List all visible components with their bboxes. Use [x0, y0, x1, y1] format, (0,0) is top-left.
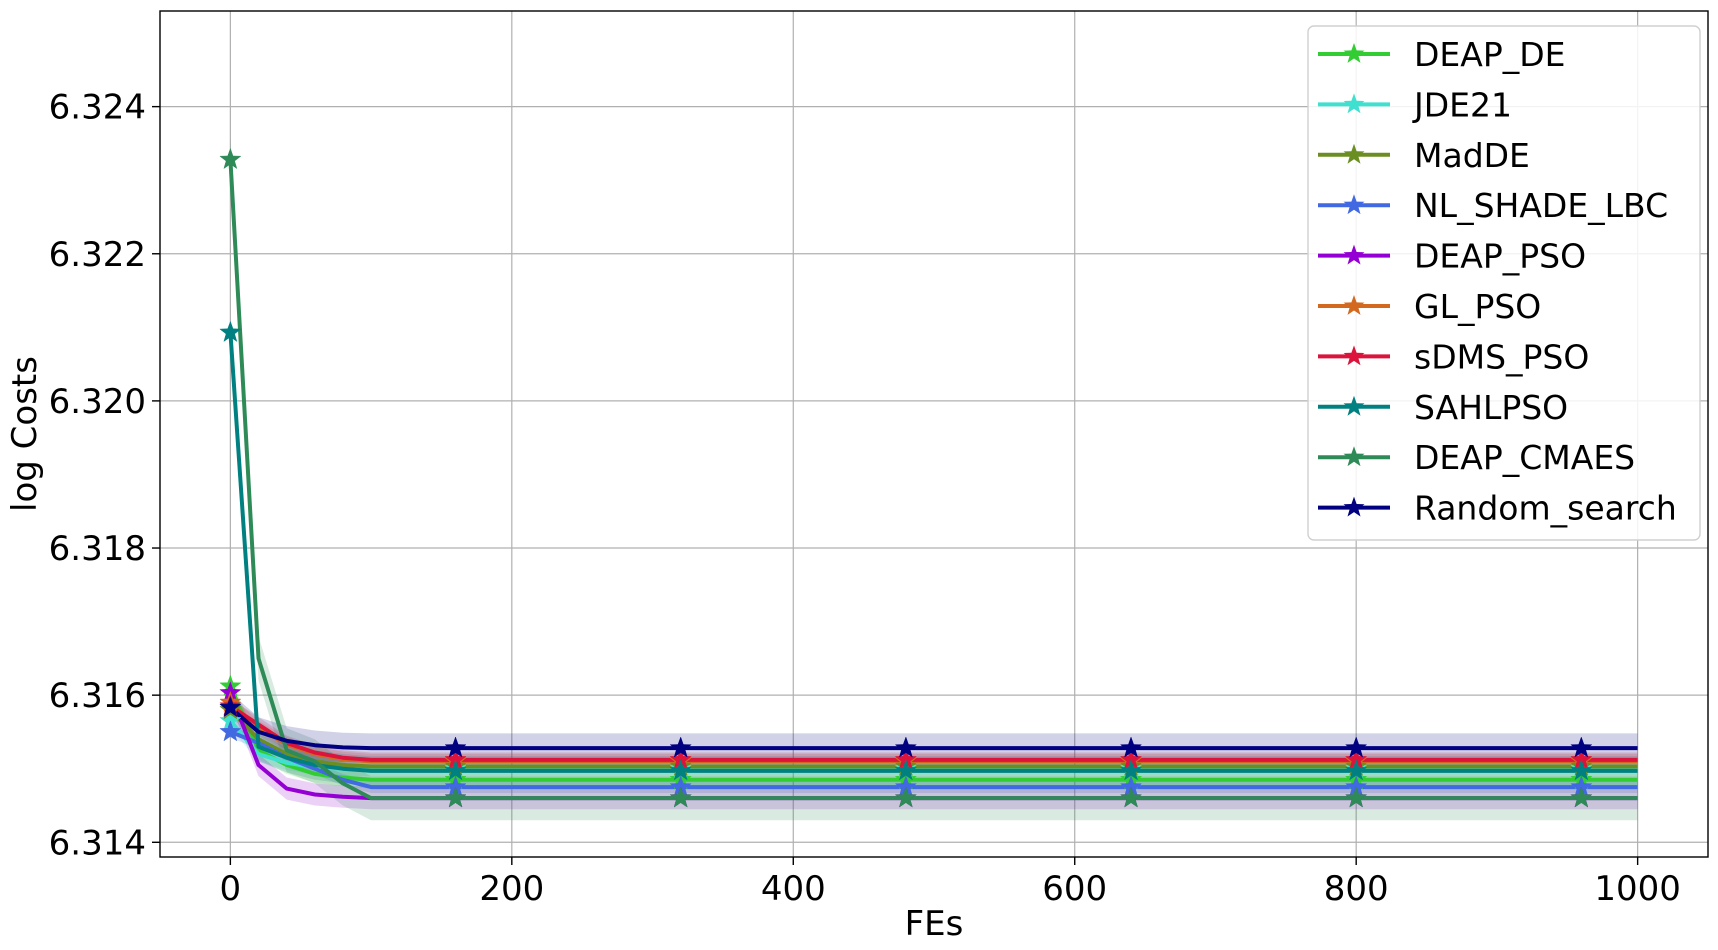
- series-marker: [894, 786, 918, 808]
- series-marker: [1344, 786, 1368, 808]
- legend-label: JDE21: [1412, 85, 1512, 124]
- legend-label: Random_search: [1414, 489, 1677, 528]
- series-marker: [444, 786, 467, 808]
- series-marker: [669, 736, 692, 758]
- x-axis-ticks: 0 200 400 600 800 1000: [220, 857, 1681, 909]
- series-marker: [219, 147, 242, 170]
- legend-marker: [1343, 143, 1365, 164]
- y-tick-label: 6.320: [49, 382, 146, 422]
- legend-label: DEAP_DE: [1414, 35, 1566, 74]
- x-tick-label: 0: [220, 869, 242, 909]
- series-marker: [1119, 736, 1143, 758]
- x-tick-label: 600: [1042, 869, 1107, 909]
- confidence-band: [230, 692, 1638, 763]
- series-marker: [1570, 759, 1593, 781]
- series-marker: [1570, 736, 1593, 758]
- y-tick-label: 6.322: [49, 235, 146, 275]
- series-line: [228, 332, 1638, 773]
- confidence-band: [230, 677, 1638, 789]
- series-marker: [1119, 759, 1143, 781]
- legend-marker: [1343, 93, 1365, 114]
- legend-label: NL_SHADE_LBC: [1414, 186, 1668, 225]
- x-tick-label: 400: [761, 869, 826, 909]
- legend-label: sDMS_PSO: [1414, 337, 1589, 376]
- series-marker: [1344, 759, 1368, 781]
- series-marker: [219, 320, 242, 343]
- legend-box: [1307, 25, 1701, 541]
- legend-marker: [1343, 43, 1365, 63]
- series-lines: [228, 159, 1638, 801]
- series-marker: [669, 759, 692, 781]
- series-marker: [219, 720, 242, 742]
- plot-frame: [159, 10, 1709, 858]
- legend-label: SAHLPSO: [1414, 388, 1568, 427]
- y-tick-label: 6.324: [49, 88, 146, 128]
- x-tick-label: 800: [1324, 869, 1389, 909]
- legend-marker: [1343, 345, 1365, 366]
- legend-marker: [1343, 244, 1365, 265]
- y-axis-label: log Costs: [5, 356, 45, 512]
- x-tick-label: 1000: [1594, 869, 1681, 909]
- legend-label: MadDE: [1414, 136, 1530, 175]
- series-marker: [1119, 786, 1143, 808]
- y-tick-label: 6.314: [49, 823, 146, 863]
- x-tick-label: 200: [479, 869, 544, 909]
- legend-label: GL_PSO: [1414, 287, 1541, 326]
- series-marker: [669, 786, 692, 808]
- series-marker: [894, 759, 918, 781]
- y-tick-label: 6.318: [49, 529, 146, 569]
- y-tick-label: 6.316: [49, 676, 146, 716]
- series-marker: [1570, 786, 1593, 808]
- series-line: [228, 159, 1638, 801]
- series-line: [228, 685, 1638, 782]
- series-marker: [219, 695, 242, 718]
- series-markers: [219, 147, 1593, 808]
- legend-marker: [1343, 446, 1365, 467]
- series-line: [229, 706, 1638, 751]
- legend-label: DEAP_PSO: [1414, 237, 1586, 276]
- series-marker: [444, 759, 467, 781]
- y-axis-ticks: 6.314 6.316 6.318 6.320 6.322 6.324: [49, 88, 160, 863]
- legend-marker: [1343, 295, 1365, 315]
- series-marker: [444, 736, 467, 758]
- legend-marker: [1343, 496, 1365, 517]
- series-marker: [894, 736, 918, 758]
- legend: DEAP_DE JDE21 MadDE NL_SHADE_LBC DEAP_PSO GL_…: [1307, 25, 1701, 541]
- series-marker: [1344, 736, 1368, 758]
- legend-label: DEAP_CMAES: [1414, 438, 1635, 477]
- x-axis-label: FEs: [905, 904, 964, 944]
- legend-marker: [1343, 194, 1365, 215]
- legend-marker: [1343, 395, 1365, 416]
